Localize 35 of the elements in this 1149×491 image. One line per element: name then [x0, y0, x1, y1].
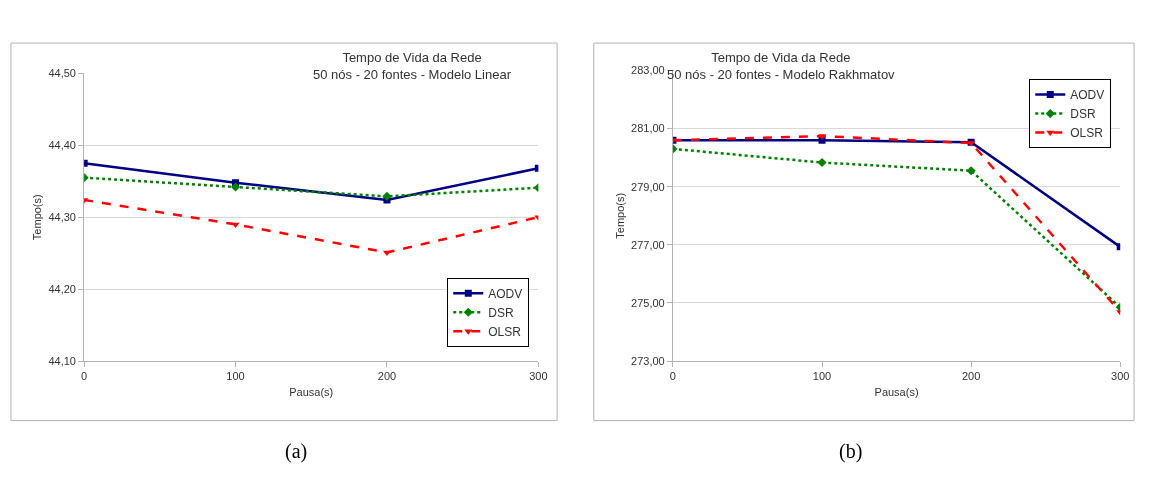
y-tick-label: 44,20	[48, 283, 76, 295]
x-tick-label: 200	[377, 370, 397, 383]
x-tick-label: 0	[81, 370, 88, 383]
text: (a)	[285, 440, 308, 463]
x-axis-title: Pausa(s)	[289, 385, 334, 398]
legend-label: DSR	[1070, 107, 1096, 122]
legend-label: AODV	[488, 286, 523, 301]
legend-label: AODV	[1070, 88, 1105, 103]
y-axis-title: Tempo(s)	[613, 192, 626, 239]
y-tick-label: 275,00	[631, 296, 665, 309]
legend-label: OLSR	[1070, 126, 1104, 141]
x-tick-label: 300	[1111, 370, 1130, 383]
x-tick-label: 100	[226, 370, 245, 383]
y-tick-label: 279,00	[631, 180, 665, 193]
y-tick-label: 281,00	[631, 122, 665, 135]
text: (b)	[839, 440, 863, 463]
chart-title: Tempo de Vida da Rede	[342, 50, 482, 65]
x-tick-label: 300	[529, 370, 548, 383]
chart-title: Tempo de Vida da Rede	[711, 50, 851, 65]
x-tick-label: 100	[812, 370, 832, 383]
x-axis-title: Pausa(s)	[874, 385, 919, 398]
y-tick-label: 44,50	[48, 67, 76, 80]
chart-subtitle: 50 nós - 20 fontes - Modelo Linear	[313, 66, 512, 82]
y-tick-label: 277,00	[631, 238, 665, 251]
y-tick-label: 44,10	[48, 354, 76, 367]
legend-label: DSR	[488, 305, 514, 320]
y-axis-title: Tempo(s)	[31, 194, 44, 241]
chart-subtitle: 50 nós - 20 fontes - Modelo Rakhmatov	[667, 66, 896, 82]
y-tick-label: 273,00	[631, 354, 665, 367]
y-tick-label: 44,30	[48, 211, 76, 224]
y-tick-label: 283,00	[631, 64, 665, 77]
legend-label: OLSR	[488, 324, 522, 339]
y-tick-label: 44,40	[48, 139, 76, 152]
x-tick-label: 200	[961, 370, 981, 383]
x-tick-label: 0	[669, 370, 676, 383]
